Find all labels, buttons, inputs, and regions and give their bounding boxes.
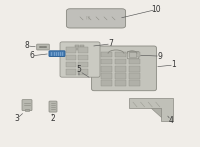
Text: 2: 2 <box>50 114 55 123</box>
FancyBboxPatch shape <box>60 42 100 77</box>
FancyBboxPatch shape <box>68 45 72 49</box>
FancyBboxPatch shape <box>49 51 65 56</box>
FancyBboxPatch shape <box>22 100 32 111</box>
Text: 4: 4 <box>169 116 173 125</box>
FancyBboxPatch shape <box>49 101 57 112</box>
Bar <box>128 66 140 71</box>
Circle shape <box>43 46 45 48</box>
Bar <box>128 73 140 78</box>
Text: 6: 6 <box>29 51 34 60</box>
Bar <box>80 45 84 47</box>
Bar <box>128 59 140 64</box>
Circle shape <box>41 46 43 48</box>
FancyBboxPatch shape <box>129 53 137 57</box>
Bar <box>66 47 76 53</box>
Bar <box>101 52 112 57</box>
Polygon shape <box>151 108 161 117</box>
Bar <box>128 81 140 86</box>
FancyBboxPatch shape <box>66 9 126 28</box>
Bar <box>115 59 126 64</box>
Text: 3: 3 <box>15 114 19 123</box>
Circle shape <box>39 46 41 48</box>
Bar <box>78 55 88 60</box>
Bar <box>101 66 112 71</box>
Bar <box>115 81 126 86</box>
Bar <box>128 52 140 57</box>
Bar <box>75 45 79 47</box>
Circle shape <box>45 46 47 48</box>
Bar <box>101 81 112 86</box>
Bar <box>75 48 79 50</box>
FancyBboxPatch shape <box>92 46 156 91</box>
Bar <box>66 70 76 75</box>
Bar <box>115 73 126 78</box>
Bar <box>78 47 88 53</box>
Text: 7: 7 <box>109 39 113 48</box>
Bar <box>115 52 126 57</box>
Bar <box>115 66 126 71</box>
FancyBboxPatch shape <box>70 43 92 52</box>
Text: 8: 8 <box>25 41 29 50</box>
Text: 5: 5 <box>77 65 81 74</box>
Bar <box>25 109 29 111</box>
Bar <box>78 62 88 67</box>
Bar <box>101 73 112 78</box>
Bar <box>66 62 76 67</box>
Text: 9: 9 <box>158 52 162 61</box>
Bar <box>66 55 76 60</box>
Bar <box>101 59 112 64</box>
Bar <box>78 70 88 75</box>
Polygon shape <box>129 98 173 121</box>
FancyBboxPatch shape <box>127 51 139 59</box>
Bar <box>80 48 84 50</box>
Text: ||||: |||| <box>86 16 90 20</box>
Text: 10: 10 <box>151 5 161 14</box>
Text: 1: 1 <box>172 60 176 70</box>
FancyBboxPatch shape <box>37 44 49 50</box>
